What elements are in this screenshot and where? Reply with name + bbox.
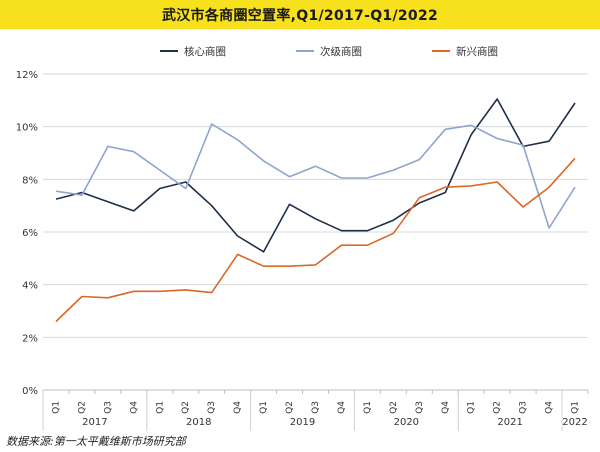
grid-lines (43, 73, 588, 391)
y-tick-label: 2% (22, 333, 38, 344)
x-tick-label: Q1 (571, 401, 581, 414)
x-tick-label: Q2 (389, 401, 399, 414)
x-tick-label: Q2 (285, 401, 295, 414)
series-line (55, 157, 576, 323)
x-tick-label: Q4 (441, 401, 451, 414)
x-tick-label: Q3 (103, 401, 113, 414)
x-axis: Q1 Q2 Q3 Q4 Q1 Q2 Q3 Q4 Q1 Q2 Q3 Q4 Q1 Q2 Q3 Q4 Q1 Q2 Q3 Q4… (42, 390, 589, 431)
x-tick-label: Q3 (207, 401, 217, 414)
y-tick-label: 12% (16, 70, 38, 81)
legend: 核心商圈 次级商圈 新兴商圈 (160, 45, 498, 58)
legend-label: 新兴商圈 (456, 45, 498, 58)
year-label: 2019 (290, 417, 315, 428)
year-label: 2017 (82, 417, 107, 428)
y-axis: 0% 2% 4% 6% 8% 10% 12% (16, 70, 38, 397)
x-tick-label: Q4 (233, 401, 243, 414)
title-bar: 武汉市各商圈空置率,Q1/2017-Q1/2022 (0, 0, 600, 29)
x-tick-label: Q1 (259, 401, 269, 414)
x-tick-label: Q1 (467, 401, 477, 414)
x-tick-label: Q4 (337, 401, 347, 414)
y-tick-label: 8% (22, 175, 38, 186)
x-tick-label: Q1 (51, 401, 61, 414)
x-tick-label: Q2 (77, 401, 87, 414)
x-tick-label: Q3 (415, 401, 425, 414)
year-label: 2021 (497, 417, 522, 428)
y-tick-label: 4% (22, 281, 38, 292)
x-tick-label: Q3 (519, 401, 529, 414)
year-label: 2022 (562, 417, 587, 428)
series-line (55, 98, 576, 253)
chart-title: 武汉市各商圈空置率,Q1/2017-Q1/2022 (161, 7, 439, 24)
series-line (55, 123, 576, 229)
year-label: 2020 (394, 417, 419, 428)
series-lines (55, 98, 576, 323)
source-note: 数据来源:第一太平戴维斯市场研究部 (6, 435, 186, 448)
x-tick-label: Q2 (493, 401, 503, 414)
x-tick-label: Q1 (363, 401, 373, 414)
year-label: 2018 (186, 417, 211, 428)
y-tick-label: 0% (22, 386, 38, 397)
y-tick-label: 6% (22, 228, 38, 239)
x-tick-label: Q3 (311, 401, 321, 414)
x-tick-label: Q4 (545, 401, 555, 414)
x-tick-label: Q2 (181, 401, 191, 414)
y-tick-label: 10% (16, 123, 38, 134)
x-tick-label: Q1 (155, 401, 165, 414)
x-tick-label: Q4 (129, 401, 139, 414)
line-chart: 0%2%4%6%8%10%12% Q1 Q2 Q3 Q4 Q1 Q2 Q3 Q4 Q1 Q2 Q3 Q… (16, 45, 589, 431)
legend-label: 核心商圈 (184, 45, 226, 58)
legend-label: 次级商圈 (320, 45, 362, 58)
